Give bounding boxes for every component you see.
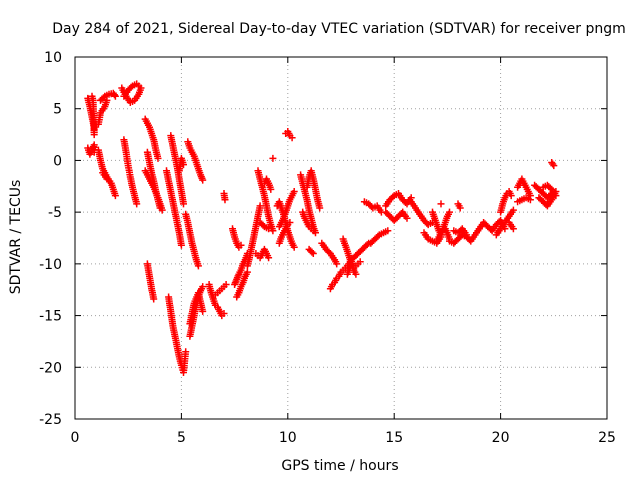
data-point-marker [463,231,471,239]
x-tick-label: 15 [385,430,403,446]
data-point-marker [110,91,118,99]
data-point-marker [384,227,392,235]
y-tick-label: -15 [39,309,62,325]
data-point-marker [269,227,277,235]
y-tick-label: 5 [53,102,62,118]
data-point-marker [256,202,264,210]
data-point-marker [309,227,317,235]
data-point-marker [220,310,228,317]
plot-frame [74,56,608,420]
data-point-marker [180,200,187,208]
data-point-marker [111,192,119,200]
x-tick-label: 25 [598,430,616,446]
data-point-marker [507,192,515,200]
data-point-marker [363,241,371,249]
data-point-marker [237,241,245,249]
data-point-marker [333,260,341,268]
y-tick-label: 10 [44,50,62,66]
data-point-marker [199,176,207,184]
data-point-marker [156,204,164,212]
data-point-marker [288,134,296,142]
data-point-marker [526,196,534,204]
data-point-marker [221,196,229,204]
chart-title: Day 284 of 2021, Sidereal Day-to-day VTE… [52,21,626,37]
data-point-marker [309,250,317,257]
grid-lines [75,57,607,419]
data-point-marker [103,96,111,104]
data-point-marker [446,208,453,216]
data-point-marker [550,162,558,170]
data-point-marker [222,281,230,288]
data-point-marker [133,200,141,208]
data-point-marker [111,92,119,100]
data-point-marker [103,175,111,183]
data-point-marker [308,248,316,256]
data-point-marker [180,161,187,169]
data-point-marker [127,83,135,91]
x-tick-label: 20 [492,430,510,446]
data-point-marker [552,192,560,200]
data-point-marker [509,225,517,233]
data-point-marker [154,154,162,162]
x-tick-label: 0 [71,430,80,446]
data-point-marker [137,84,145,92]
data-point-marker [356,258,364,266]
data-point-marker [269,154,277,162]
data-point-marker [352,270,360,278]
y-axis-label: SDTVAR / TECUs [8,180,24,295]
y-tick-label: -5 [48,205,62,221]
data-point-marker [267,185,275,193]
y-tick-label: -10 [39,257,62,273]
y-tick-labels: -25 -20 -15 -10 -5 0 5 10 [39,50,62,428]
x-tick-labels: 0 5 10 15 20 25 [71,430,616,446]
data-point-marker [194,262,202,270]
y-tick-label: -25 [39,412,62,428]
y-tick-label: -20 [39,360,62,376]
data-point-marker [316,204,324,212]
data-points [84,80,560,376]
data-point-marker [199,283,207,291]
data-point-marker [243,268,251,276]
data-point-marker [290,243,298,251]
data-point-marker [177,241,185,249]
data-point-marker [403,214,411,222]
data-point-marker [456,204,464,212]
data-point-marker [182,348,190,356]
data-point-marker [437,200,445,208]
x-axis-label: GPS time / hours [281,458,398,474]
data-point-marker [265,254,273,262]
x-tick-label: 5 [177,430,186,446]
data-point-marker [286,219,294,226]
data-point-marker [150,295,158,303]
data-point-marker [199,307,207,315]
x-tick-label: 10 [279,430,297,446]
data-point-marker [509,206,517,214]
data-point-marker [290,188,298,195]
data-point-marker [88,92,96,100]
data-point-marker [265,225,273,233]
y-tick-label: 0 [53,153,62,169]
